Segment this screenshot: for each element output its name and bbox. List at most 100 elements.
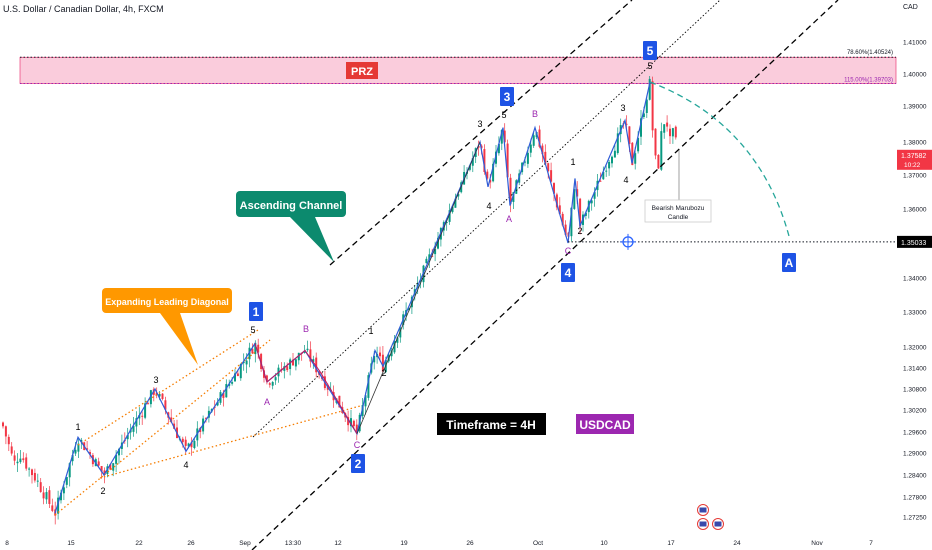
wave-label: 4 [183,460,188,470]
wave-label: 3 [620,103,625,113]
y-tick-label: 1.37000 [903,173,927,180]
candle-body [268,383,271,385]
prz-label: PRZ [351,66,373,78]
candle-body [408,308,410,311]
candle-body [10,446,13,454]
candle-body [254,342,257,355]
candle-body [74,449,77,454]
x-tick-label: Oct [533,540,543,547]
candle-body [666,122,669,127]
candle-body [428,254,431,260]
candle-body [512,192,515,202]
prz-badge [346,62,378,79]
candle-body [48,490,51,504]
candle-body [390,350,393,357]
x-tick-label: Nov [811,540,823,547]
candle-body [593,192,596,199]
candle-body [674,126,677,138]
marubozu-text: Bearish Marubozu [652,205,705,212]
wave-label: 4 [486,201,491,211]
candle-body [437,237,439,249]
candle-body [419,279,422,283]
candle-body [579,198,582,227]
wave-box-label: A [785,256,794,270]
wave-label: 1 [570,157,575,167]
wave-label: 2 [577,226,582,236]
candle-body [315,357,318,373]
channel-callout [236,191,346,217]
candle-body [477,146,480,148]
current-price-countdown: 10:22 [904,162,921,169]
candle-body [190,442,193,448]
candle-body [245,360,248,365]
candle-body [77,443,80,452]
candle-body [480,145,483,149]
candle-body [434,248,437,255]
candle-body [352,420,355,427]
channel-callout-pointer [290,217,334,262]
candle-body [410,296,413,308]
candle-body [628,126,631,145]
x-tick-label: 12 [334,540,342,547]
candle-body [541,145,544,155]
candle-body [524,161,526,163]
candle-body [350,418,352,427]
diagonal-top-line [77,329,259,446]
candle-body [103,470,106,475]
wave-label: 3 [477,119,482,129]
candle-body [509,177,512,205]
candle-body [393,341,396,353]
wave-box [782,253,796,272]
candle-body [100,466,103,472]
candle-body [297,352,300,361]
candle-body [492,163,495,182]
target-price-tag [897,235,932,248]
candle-body [303,351,306,353]
candle-body [144,403,147,418]
channel-lower-line [251,0,839,550]
candle-body [379,352,381,357]
candle-body [271,382,274,386]
candle-body [236,373,239,377]
channel-mid-line [252,0,721,438]
candle-body [161,393,164,399]
candle-body [338,395,341,408]
candle-body [584,212,587,216]
candle-body [570,207,573,237]
candle-body [283,366,286,371]
candle-body [651,81,654,131]
marubozu-text: Candle [668,214,689,221]
candle-body [257,344,260,353]
candle-body [242,361,245,364]
wave-box [249,302,263,321]
candle-body [33,472,36,481]
candle-body [602,171,605,180]
candle-body [468,165,471,170]
y-tick-label: 1.39000 [903,104,927,111]
candle-body [132,425,135,432]
candle-body [489,179,492,183]
flag-icon [699,507,707,513]
wave-label: B [303,324,309,334]
candle-body [118,448,120,456]
candle-body [503,130,506,143]
candle-body [80,439,83,442]
candle-body [274,377,277,381]
candle-body [654,128,657,156]
x-tick-label: 24 [733,540,741,547]
candle-body [51,505,54,511]
candle-body [634,153,637,164]
flag-icon [714,521,722,527]
flag-icon [699,521,707,527]
wave-box-label: 3 [504,90,511,104]
x-tick-label: Sep [239,540,251,547]
y-tick-label: 1.27250 [903,515,927,522]
x-tick-label: 17 [667,540,675,547]
x-tick-label: 8 [5,540,9,547]
x-tick-label: 26 [466,540,474,547]
candle-body [97,461,100,466]
candle-body [657,154,660,169]
candle-body [445,221,448,224]
wave-label: 5 [501,110,506,120]
